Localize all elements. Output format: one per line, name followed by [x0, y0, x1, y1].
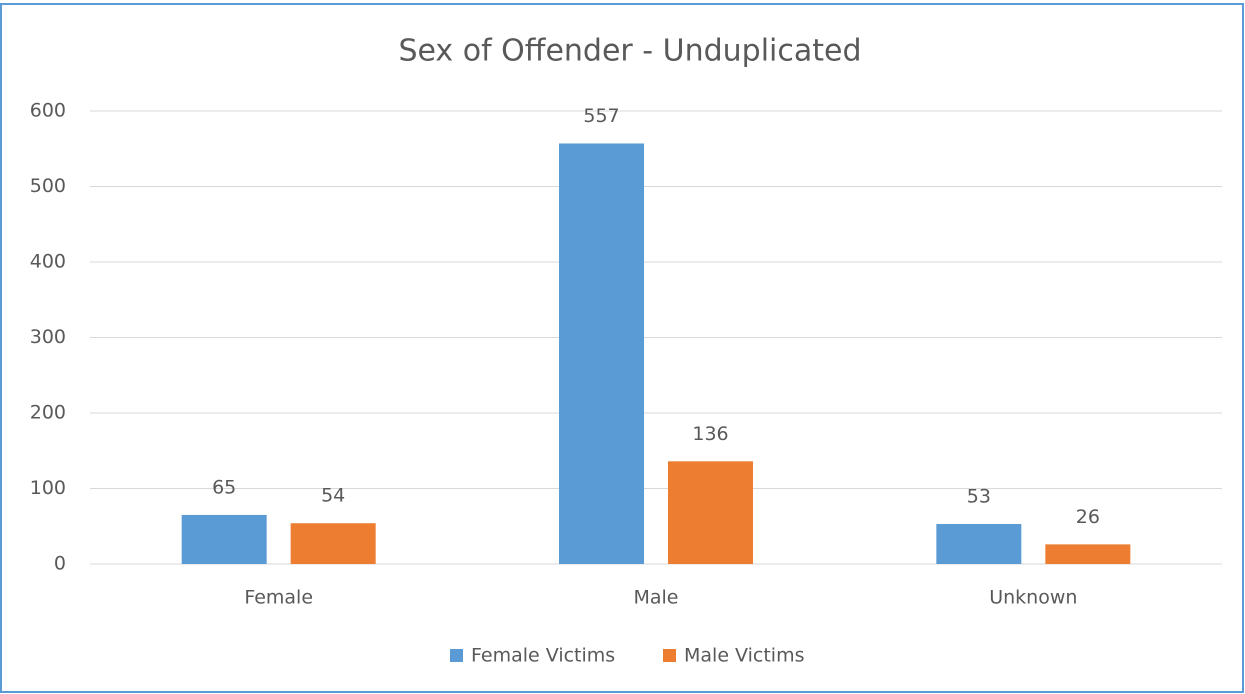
data-label: 53: [967, 485, 991, 507]
y-tick-label: 200: [30, 402, 66, 424]
x-tick-label: Male: [633, 587, 678, 609]
y-tick-label: 600: [30, 100, 66, 122]
y-tick-label: 0: [54, 553, 66, 575]
bar: [559, 143, 644, 564]
x-tick-label: Female: [244, 587, 313, 609]
data-label: 136: [692, 423, 728, 445]
legend-swatch: [663, 649, 676, 662]
data-label: 65: [212, 476, 236, 498]
data-label: 54: [321, 485, 345, 507]
bar: [1045, 544, 1131, 564]
legend-label: Male Victims: [684, 645, 805, 667]
y-tick-label: 500: [30, 175, 66, 197]
data-label: 26: [1076, 506, 1100, 528]
chart-title: Sex of Offender - Unduplicated: [398, 34, 861, 69]
y-tick-label: 400: [30, 251, 66, 273]
legend-swatch: [450, 649, 463, 662]
y-tick-label: 100: [30, 477, 66, 499]
y-tick-label: 300: [30, 326, 66, 348]
x-tick-label: Unknown: [989, 587, 1077, 609]
bar: [181, 514, 267, 564]
bar: [668, 461, 753, 564]
legend-label: Female Victims: [471, 645, 615, 667]
data-label: 557: [583, 105, 619, 127]
bar: [290, 523, 376, 564]
bar: [936, 523, 1022, 564]
